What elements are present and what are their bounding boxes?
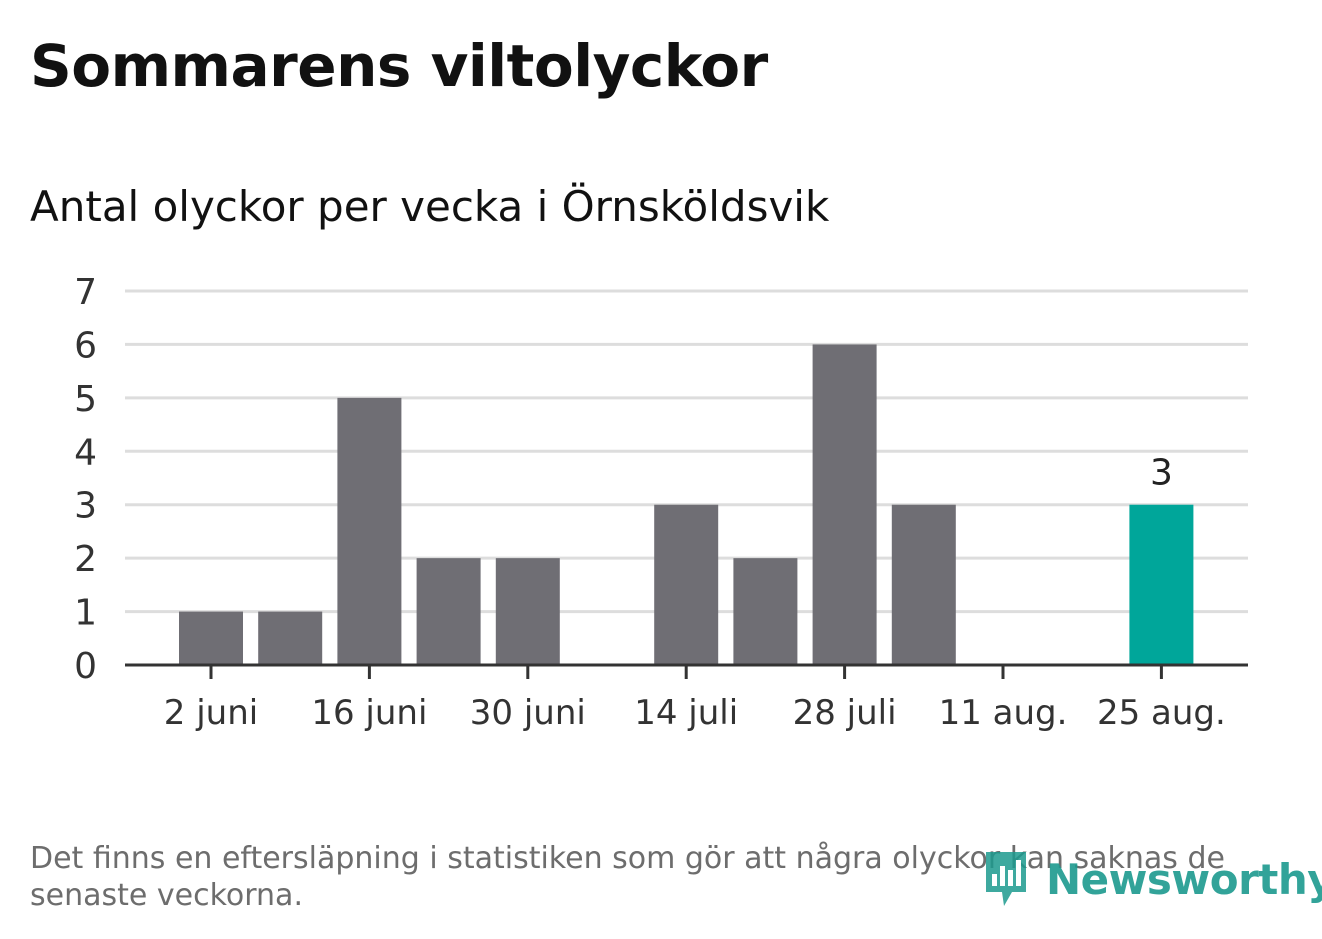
bar [416, 558, 481, 665]
bar [337, 397, 402, 665]
y-tick-label: 4 [74, 432, 97, 473]
bar [179, 611, 243, 665]
y-tick-label: 0 [74, 646, 97, 687]
chart-title: Sommarens viltolyckor [30, 32, 768, 100]
x-tick-label: 25 aug. [1097, 693, 1226, 733]
bar-chart: 0 1 2 3 4 5 6 7 3 2 juni 16 juni 30 juni 14 juli 28 j… [74, 272, 1248, 733]
x-tick-label: 14 juli [634, 693, 738, 733]
y-tick-label: 5 [74, 379, 97, 420]
bar [654, 504, 719, 665]
x-tick-label: 16 juni [311, 693, 427, 733]
bar-chart-logo-icon [986, 852, 1026, 906]
x-tick-label: 30 juni [470, 693, 586, 733]
data-label: 3 [1150, 453, 1173, 494]
bar [812, 344, 877, 665]
bar [733, 558, 798, 665]
y-tick-label: 6 [74, 325, 97, 366]
x-tick-label: 11 aug. [939, 693, 1068, 733]
bar [1129, 504, 1194, 665]
bar [495, 558, 560, 665]
chart-subtitle: Antal olyckor per vecka i Örnsköldsvik [30, 182, 830, 231]
y-tick-label: 7 [74, 272, 97, 313]
brand-name: Newsworthy [1046, 854, 1322, 904]
y-tick-label: 2 [74, 539, 97, 580]
newsworthy-logo: Newsworthy [982, 848, 1322, 910]
y-tick-label: 1 [74, 593, 97, 634]
y-tick-label: 3 [74, 486, 97, 527]
x-tick-label: 2 juni [164, 693, 258, 733]
bar [258, 611, 323, 665]
bar [891, 504, 956, 665]
x-tick-label: 28 juli [793, 693, 897, 733]
